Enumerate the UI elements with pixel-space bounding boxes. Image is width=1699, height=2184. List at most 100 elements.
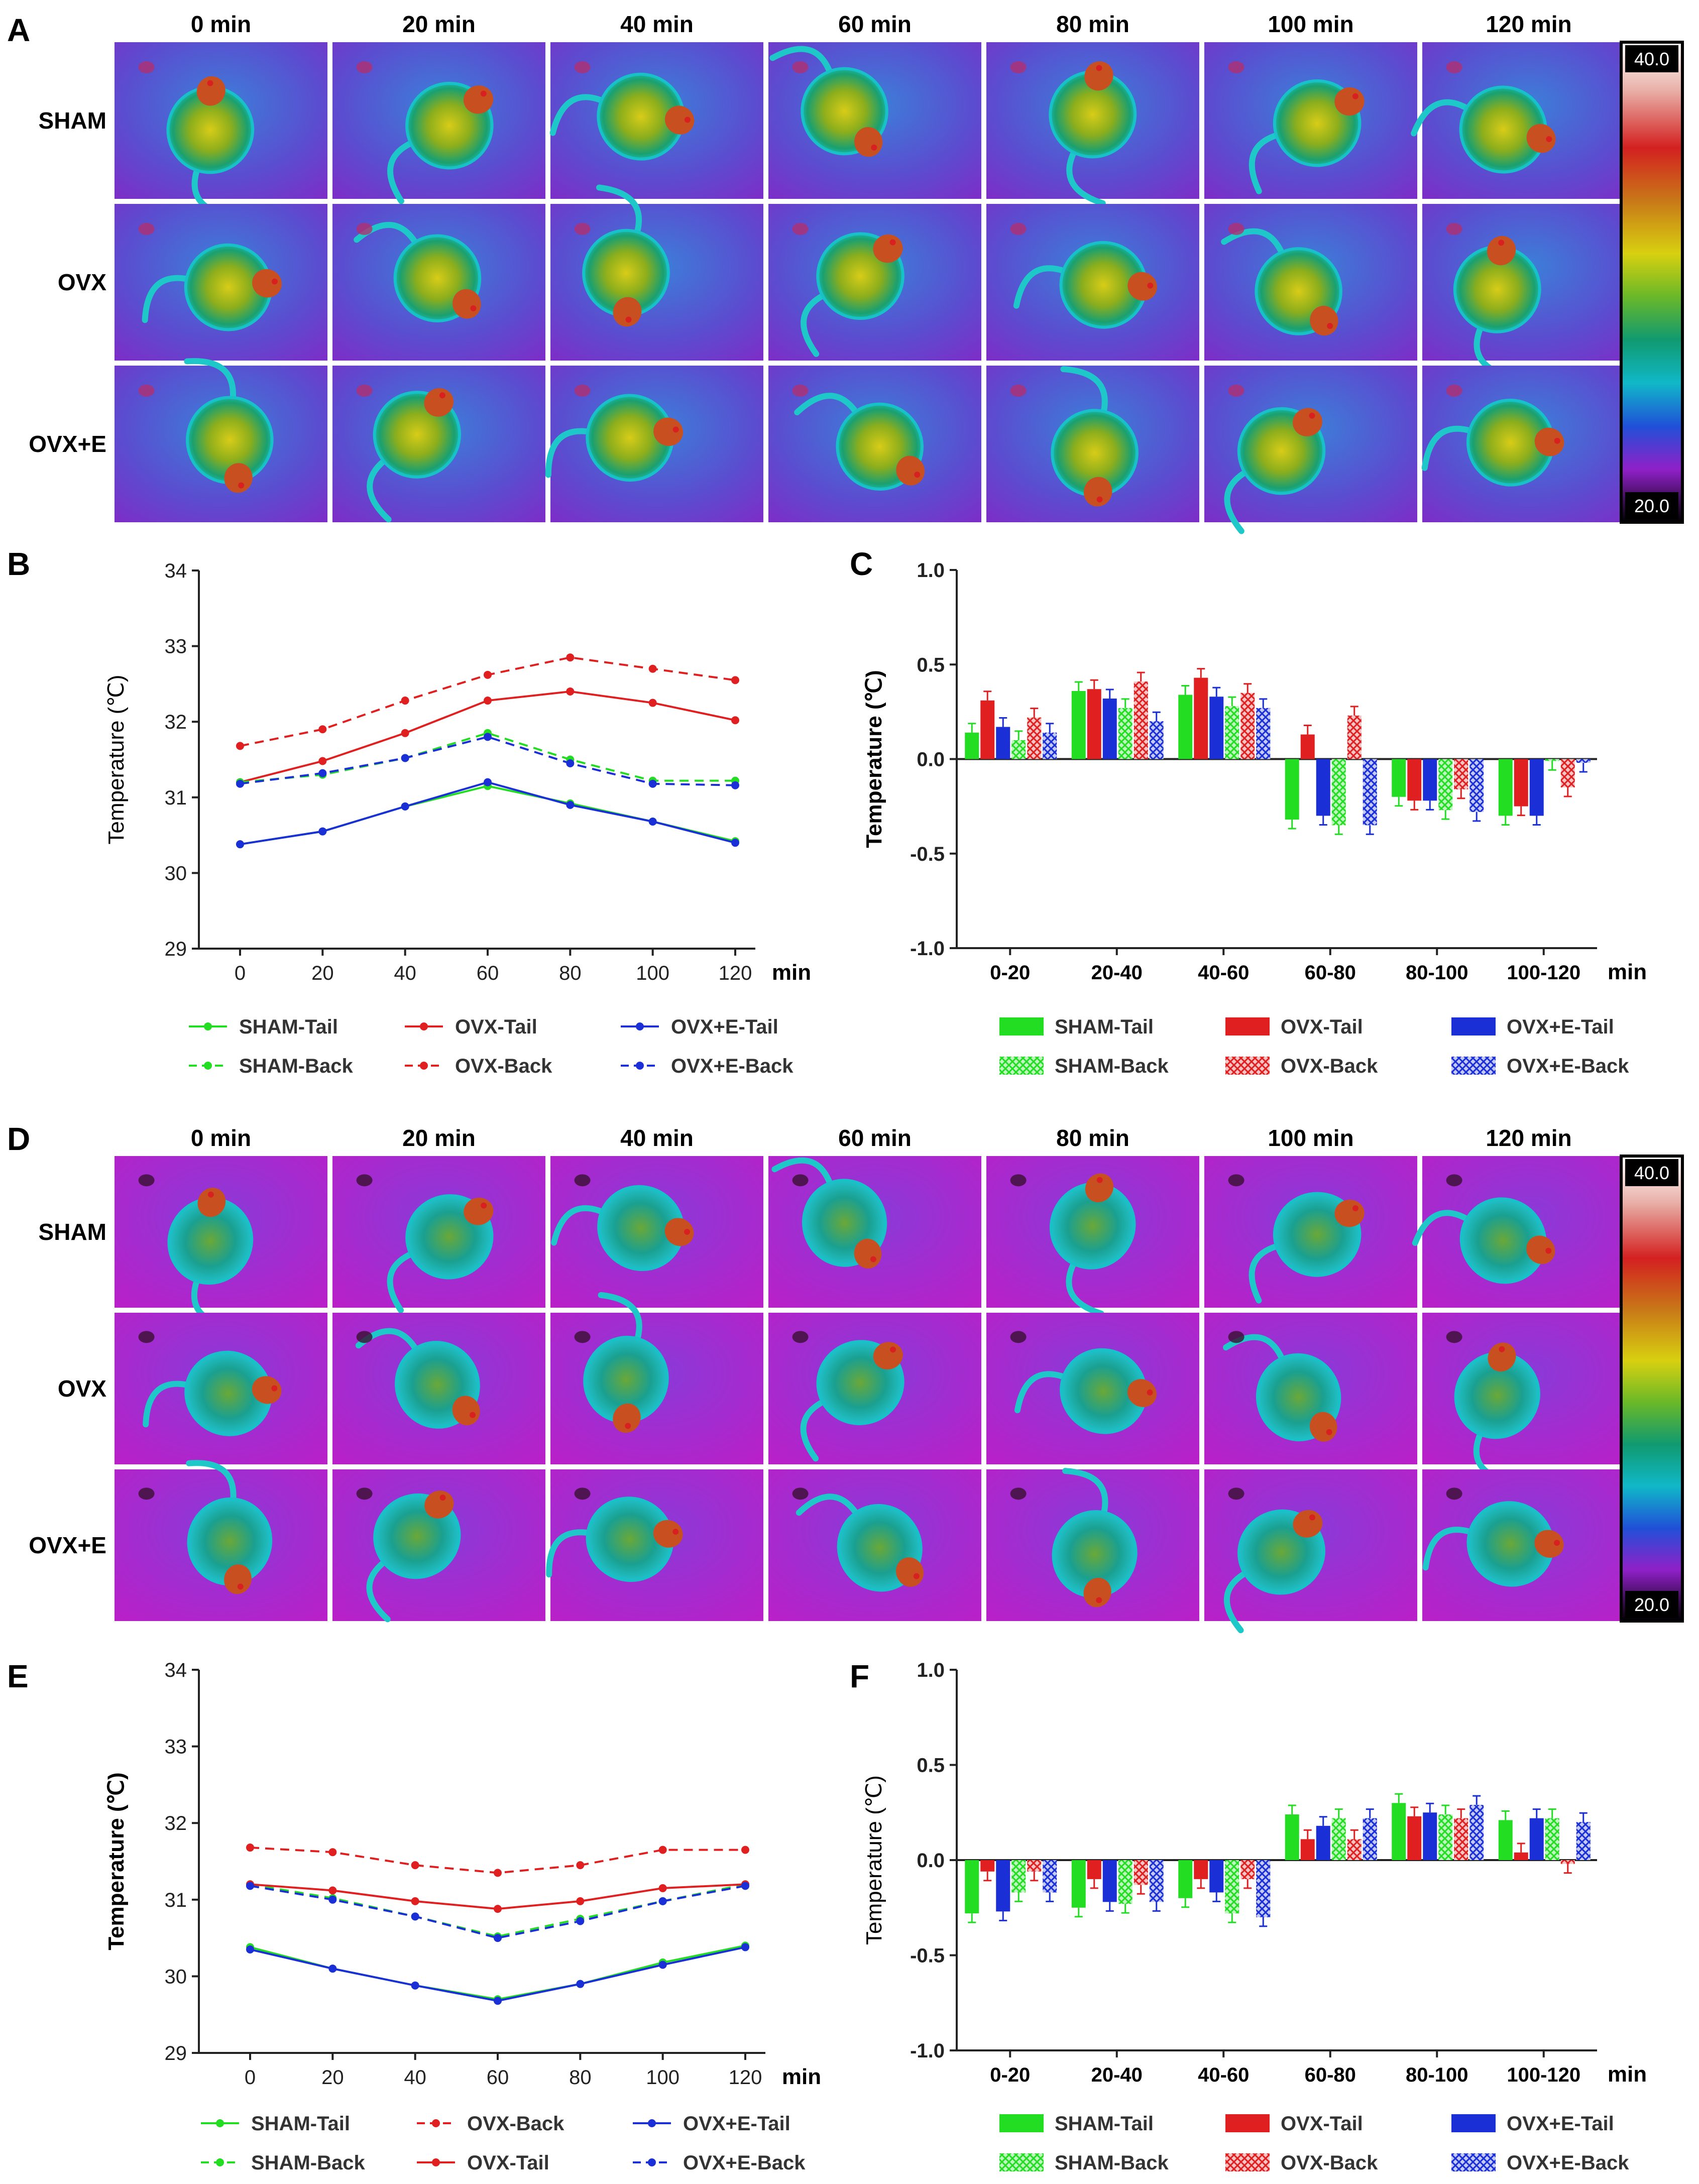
legend-marker xyxy=(204,1022,212,1030)
thermal-grid-a: 0 min 20 min 40 min 60 min 80 min 100 min 120 … xyxy=(29,11,1684,534)
row-label: OVX xyxy=(58,269,106,295)
rat-eye xyxy=(1309,1514,1315,1521)
y-tick-label: 31 xyxy=(165,787,187,809)
legend-item: OVX-Back xyxy=(405,1055,552,1077)
bar xyxy=(1194,1860,1208,1879)
data-point xyxy=(576,1861,585,1870)
row-label: SHAM xyxy=(39,107,106,134)
thermal-image-cell xyxy=(1204,366,1417,534)
y-tick-label: 33 xyxy=(165,1736,187,1758)
time-label: 120 min xyxy=(1486,1125,1571,1151)
row-label: SHAM xyxy=(39,1219,106,1245)
data-point xyxy=(411,1897,419,1905)
thermal-spot xyxy=(138,1174,155,1187)
rat-head xyxy=(1084,61,1113,91)
rat-head xyxy=(895,1557,924,1587)
legend-label: OVX-Back xyxy=(455,1055,552,1077)
y-tick-label: 0.5 xyxy=(917,1755,945,1777)
y-tick-label: 31 xyxy=(165,1889,187,1911)
data-point xyxy=(318,769,327,777)
y-axis-label: Temperature (℃) xyxy=(104,675,129,845)
thermal-image-cell xyxy=(115,42,327,220)
y-tick-label: -0.5 xyxy=(910,1945,945,1967)
rat-eye xyxy=(1499,1346,1505,1352)
legend-label: OVX+E-Back xyxy=(671,1055,794,1077)
y-tick-label: 29 xyxy=(165,938,187,960)
rat-eye xyxy=(1096,65,1102,71)
thermal-image-cell xyxy=(1204,204,1417,361)
rat-eye xyxy=(1096,1177,1103,1183)
thermal-spot xyxy=(1228,61,1244,73)
rat-tail xyxy=(366,1557,391,1623)
bar xyxy=(1560,759,1575,787)
x-tick-label: 80 xyxy=(559,962,582,984)
category-label: 20-40 xyxy=(1091,2064,1143,2086)
bar xyxy=(1469,759,1484,812)
rat-head xyxy=(1487,236,1516,266)
thermal-image-cell xyxy=(1422,1469,1635,1621)
data-point xyxy=(648,817,657,826)
legend-swatch xyxy=(1451,2114,1496,2132)
rat-thermal-shape xyxy=(1249,1192,1365,1304)
data-point xyxy=(741,1943,749,1951)
thermal-spot xyxy=(792,222,809,235)
x-tick-label: 60 xyxy=(487,2066,509,2089)
rat-body xyxy=(1453,245,1541,333)
rat-thermal-shape xyxy=(1014,1348,1157,1434)
rat-head xyxy=(196,76,225,106)
data-point xyxy=(566,653,575,662)
time-label: 60 min xyxy=(838,11,912,37)
rat-head xyxy=(224,1564,252,1594)
rat-eye xyxy=(470,1412,476,1418)
legend-label: OVX+E-Tail xyxy=(1507,1016,1614,1038)
row-label: OVX+E xyxy=(29,1532,106,1558)
data-point xyxy=(648,664,657,673)
legend-label: OVX-Tail xyxy=(1281,2113,1363,2135)
scale-max-label: 40.0 xyxy=(1634,1163,1669,1183)
legend-label: OVX-Back xyxy=(1281,1055,1378,1077)
bar xyxy=(1423,759,1437,801)
legend-marker xyxy=(636,1022,644,1030)
legend-item: OVX+E-Tail xyxy=(1451,1016,1614,1038)
thermal-image-cell xyxy=(986,1313,1199,1464)
legend-label: OVX-Tail xyxy=(467,2152,549,2174)
x-tick-label: 40 xyxy=(394,962,416,984)
thermal-spot xyxy=(1228,1331,1244,1343)
thermal-spot xyxy=(1010,384,1027,397)
data-point xyxy=(731,676,739,684)
legend-marker xyxy=(432,2119,440,2127)
rat-eye xyxy=(672,1529,679,1535)
rat-head xyxy=(1534,1530,1564,1558)
rat-tail xyxy=(596,184,642,239)
rat-head xyxy=(653,1520,683,1548)
legend-label: OVX+E-Back xyxy=(1507,1055,1629,1077)
thermal-spot xyxy=(138,61,155,73)
bar xyxy=(1423,1812,1437,1860)
rat-body xyxy=(1049,1182,1136,1270)
legend-swatch xyxy=(1451,2153,1496,2171)
y-tick-label: 30 xyxy=(165,862,187,884)
thermal-image-cell xyxy=(986,1468,1199,1621)
data-point xyxy=(741,1882,749,1890)
rat-thermal-shape xyxy=(801,232,904,357)
thermal-spot xyxy=(792,1487,809,1500)
bar xyxy=(1407,759,1422,801)
rat-thermal-shape xyxy=(1013,241,1157,329)
legend-item: OVX+E-Back xyxy=(621,1055,794,1077)
rat-eye xyxy=(1309,412,1315,419)
bar xyxy=(1194,677,1208,759)
legend-label: OVX+E-Back xyxy=(1507,2152,1629,2174)
rat-thermal-shape xyxy=(142,243,282,331)
legend-label: SHAM-Back xyxy=(1055,2152,1169,2174)
legend-label: SHAM-Tail xyxy=(251,2113,350,2135)
category-label: 100-120 xyxy=(1507,2064,1580,2086)
category-label: 40-60 xyxy=(1198,2064,1249,2086)
rat-eye xyxy=(684,117,691,123)
thermal-image-cell xyxy=(1204,42,1417,199)
panel-letter-d: D xyxy=(7,1121,30,1157)
data-point xyxy=(318,725,327,734)
color-scale-bar xyxy=(1620,41,1684,524)
rat-body xyxy=(586,1497,674,1582)
data-point xyxy=(658,1884,667,1892)
bar xyxy=(1209,1860,1224,1893)
